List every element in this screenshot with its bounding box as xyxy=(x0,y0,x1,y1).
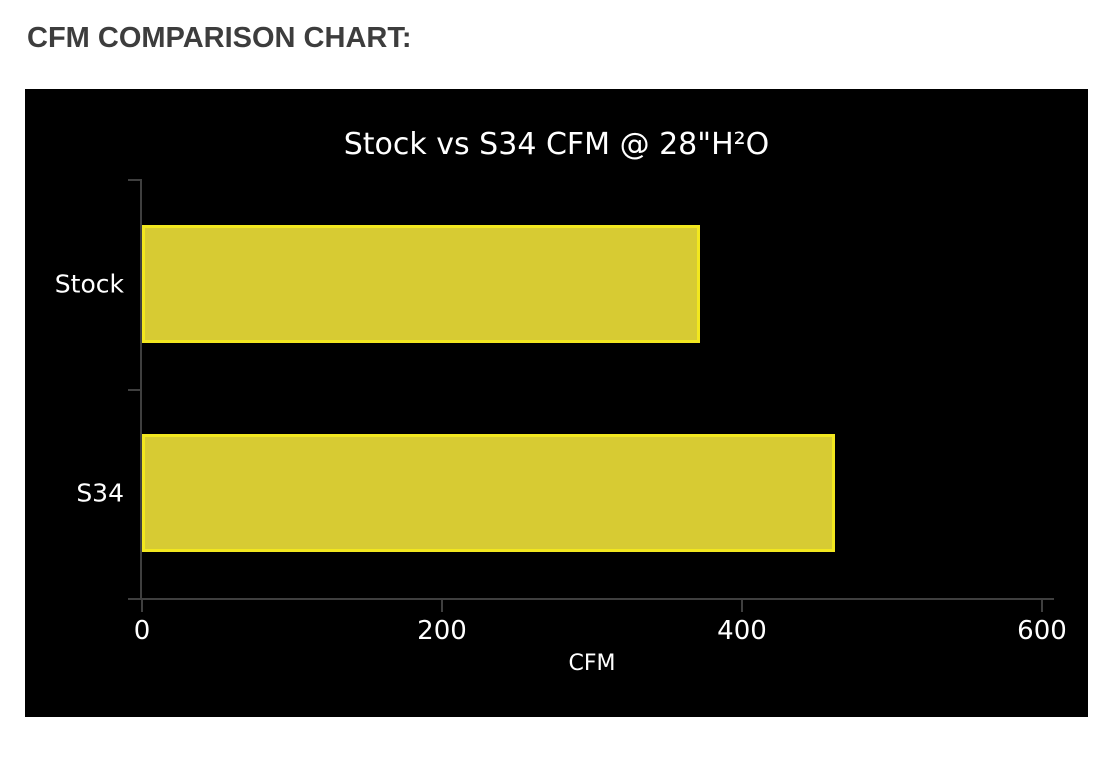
y-axis xyxy=(140,179,142,600)
chart-title: Stock vs S34 CFM @ 28"H²O xyxy=(343,127,770,162)
y-tick xyxy=(128,179,140,181)
x-axis-title: CFM xyxy=(568,651,616,676)
x-tick xyxy=(141,600,143,612)
bar-s34 xyxy=(142,434,835,553)
x-tick-label: 0 xyxy=(133,616,151,646)
y-category-label-s34: S34 xyxy=(76,478,124,508)
x-tick-label: 600 xyxy=(1017,616,1067,646)
chart-panel: Stock vs S34 CFM @ 28"H²O 0 200 400 600 Sto… xyxy=(25,89,1088,717)
x-tick xyxy=(741,600,743,612)
x-tick xyxy=(1041,600,1043,612)
page-title: CFM COMPARISON CHART: xyxy=(27,22,412,54)
y-category-label-stock: Stock xyxy=(54,269,124,299)
x-axis xyxy=(140,598,1054,600)
x-tick-label: 400 xyxy=(717,616,767,646)
plot-area: 0 200 400 600 Stock S34 CFM xyxy=(55,179,1067,676)
x-tick-label: 200 xyxy=(417,616,467,646)
y-tick xyxy=(128,389,140,391)
y-tick xyxy=(128,598,140,600)
bar-stock xyxy=(142,224,700,343)
x-tick xyxy=(441,600,443,612)
